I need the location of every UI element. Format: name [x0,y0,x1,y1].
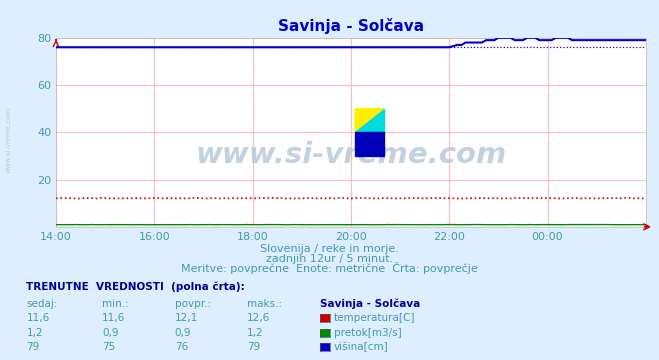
Text: TRENUTNE  VREDNOSTI  (polna črta):: TRENUTNE VREDNOSTI (polna črta): [26,281,245,292]
Polygon shape [355,109,384,132]
Text: Meritve: povprečne  Enote: metrične  Črta: povprečje: Meritve: povprečne Enote: metrične Črta:… [181,262,478,274]
Text: 11,6: 11,6 [26,314,49,324]
Text: 11,6: 11,6 [102,314,125,324]
Text: Savinja - Solčava: Savinja - Solčava [320,298,420,309]
Text: 12,6: 12,6 [247,314,270,324]
Text: 79: 79 [247,342,260,352]
Text: višina[cm]: višina[cm] [334,342,389,352]
Text: 1,2: 1,2 [26,328,43,338]
Polygon shape [355,109,384,132]
Text: temperatura[C]: temperatura[C] [334,314,416,324]
Text: 0,9: 0,9 [102,328,119,338]
Text: www.si-vreme.com: www.si-vreme.com [195,141,507,169]
Text: www.si-vreme.com: www.si-vreme.com [5,107,12,174]
Text: 79: 79 [26,342,40,352]
Title: Savinja - Solčava: Savinja - Solčava [278,18,424,34]
Bar [355,132,384,156]
Text: 12,1: 12,1 [175,314,198,324]
Text: 0,9: 0,9 [175,328,191,338]
Text: sedaj:: sedaj: [26,299,58,309]
Text: 75: 75 [102,342,115,352]
Text: povpr.:: povpr.: [175,299,211,309]
Text: min.:: min.: [102,299,129,309]
Text: Slovenija / reke in morje.: Slovenija / reke in morje. [260,244,399,254]
Text: pretok[m3/s]: pretok[m3/s] [334,328,402,338]
Text: 1,2: 1,2 [247,328,264,338]
Text: 76: 76 [175,342,188,352]
Text: zadnjih 12ur / 5 minut.: zadnjih 12ur / 5 minut. [266,254,393,264]
Text: maks.:: maks.: [247,299,282,309]
